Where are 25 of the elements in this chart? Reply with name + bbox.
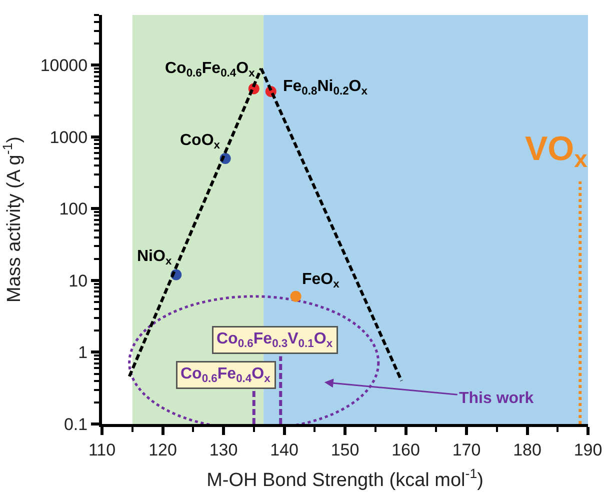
series-label: CoO$_{x}$ <box>180 132 221 152</box>
series-label: Fe$_{0.8}$Ni$_{0.2}$O$_{x}$ <box>283 78 368 98</box>
x-tick-label: 170 <box>452 440 481 460</box>
y-tick-label: 1000 <box>50 128 88 147</box>
series-label: FeO$_{x}$ <box>302 271 340 290</box>
series-label: Co$_{0.6}$Fe$_{0.4}$O$_{x}$ <box>165 60 256 80</box>
x-tick-label: 120 <box>148 440 177 460</box>
series-label: VO$_{x}$ <box>525 130 588 174</box>
y-tick-label: 0.1 <box>64 414 88 434</box>
x-tick-label: 190 <box>574 440 602 460</box>
x-axis-title: M-OH Bond Strength (kcal mol$^{-1}$) <box>206 466 484 492</box>
y-tick-label: 100 <box>59 200 88 219</box>
series-label: Co$_{0.6}$Fe$_{0.3}$V$_{0.1}$O$_{x}$ <box>216 330 334 350</box>
x-tick-label: 130 <box>209 440 238 460</box>
x-tick-label: 110 <box>88 440 116 460</box>
x-tick-label: 180 <box>513 440 542 460</box>
y-tick-label: 10000 <box>40 56 88 76</box>
annotation: This work <box>459 390 534 407</box>
y-tick-label: 10 <box>68 271 88 290</box>
x-tick-label: 140 <box>270 440 298 460</box>
x-tick-label: 160 <box>392 440 420 460</box>
y-tick-label: 1 <box>78 343 88 362</box>
series-label: NiO$_{x}$ <box>137 248 172 268</box>
series-label: Co$_{0.6}$Fe$_{0.4}$O$_{x}$ <box>180 366 272 385</box>
x-tick-label: 150 <box>330 440 360 460</box>
